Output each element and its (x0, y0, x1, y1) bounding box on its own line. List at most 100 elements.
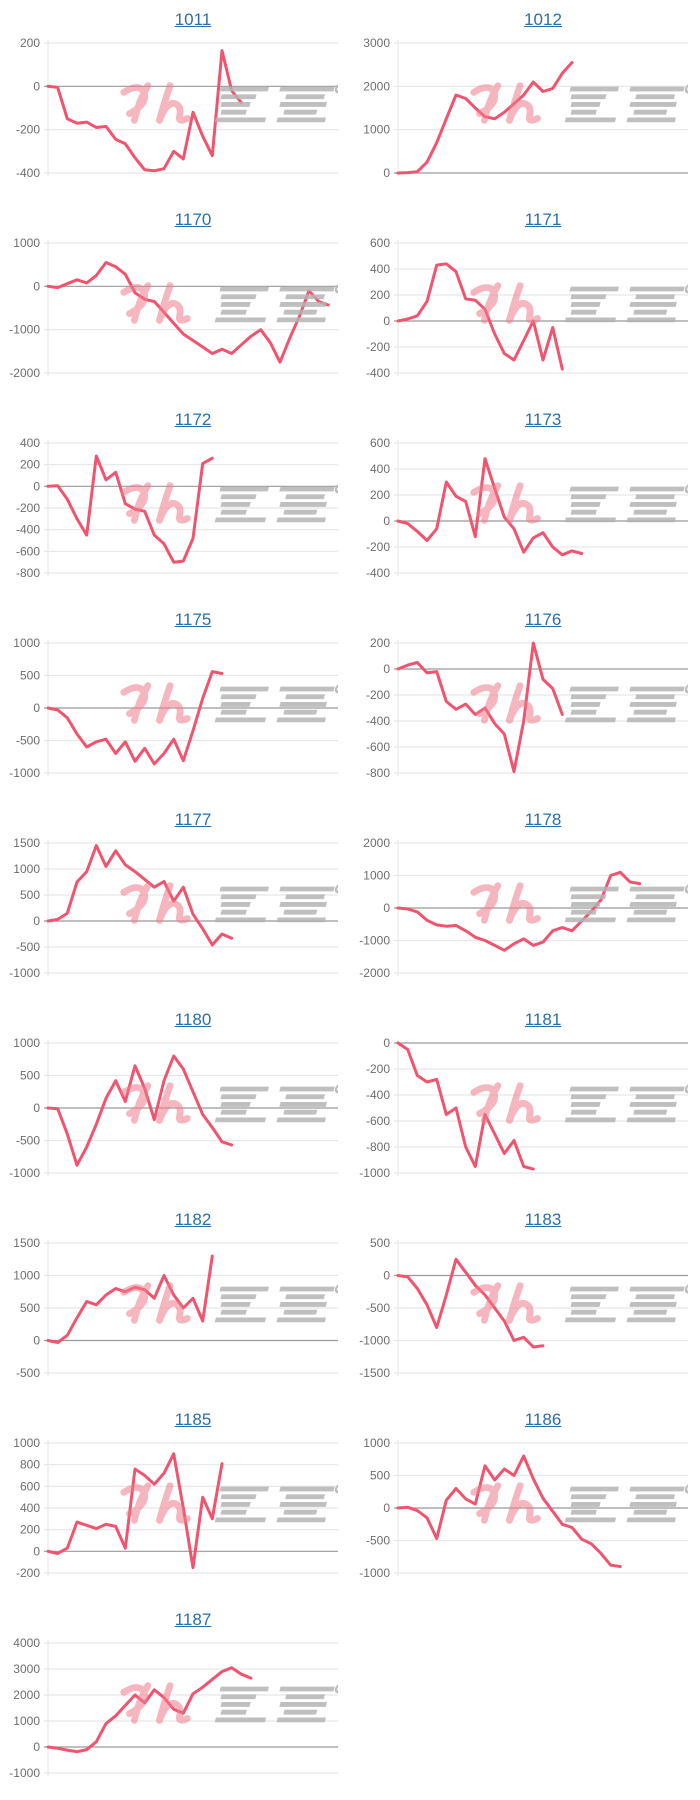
chart-cell: 1170 1000 0 -1000 -2000 (0, 200, 350, 400)
chart-title: 1183 (398, 1210, 688, 1234)
line-chart: 1000 800 600 400 200 0 -200 (13, 1436, 338, 1580)
line-chart-area: 2000 1000 0 -1000 -2000 (350, 834, 700, 990)
y-axis-label: -1000 (9, 323, 40, 337)
chart-title: 1177 (48, 810, 338, 834)
series-line (396, 457, 584, 557)
y-axis-label: -500 (16, 1366, 40, 1380)
line-chart-area: 0 -200 -400 -600 -800 -1000 (350, 1034, 700, 1190)
line-chart-area: 200 0 -200 -400 -600 -800 (350, 634, 700, 790)
y-axis-label: -200 (366, 1062, 390, 1076)
y-axis-label: 0 (33, 1334, 40, 1348)
y-axis-label: 400 (370, 462, 390, 476)
series-line (396, 1257, 545, 1349)
line-chart-area: 1000 500 0 -500 -1000 (0, 634, 350, 790)
line-chart: 200 0 -200 -400 (16, 36, 338, 180)
line-chart-area: 200 0 -200 -400 (0, 34, 350, 190)
line-chart-area: 1500 1000 500 0 -500 (0, 1234, 350, 1390)
y-axis-label: 0 (33, 79, 40, 93)
line-chart-area: 1500 1000 500 0 -500 -1000 (0, 834, 350, 990)
y-axis-label: -600 (16, 544, 40, 558)
y-axis-label: 0 (383, 662, 390, 676)
chart-title-link[interactable]: 1180 (174, 1010, 212, 1029)
chart-title-link[interactable]: 1173 (524, 410, 562, 429)
chart-title-link[interactable]: 1181 (524, 1010, 562, 1029)
y-axis-label: -1000 (9, 1766, 40, 1780)
line-chart: 600 400 200 0 -200 -400 (366, 436, 688, 580)
y-axis-label: 1000 (13, 1436, 40, 1450)
y-axis-label: 400 (20, 436, 40, 450)
chart-title: 1180 (48, 1010, 338, 1034)
chart-title-link[interactable]: 1011 (174, 10, 212, 29)
series-line (396, 1454, 622, 1568)
chart-title: 1187 (48, 1610, 338, 1634)
chart-title: 1171 (398, 210, 688, 234)
chart-title-link[interactable]: 1177 (174, 810, 212, 829)
line-chart: 600 400 200 0 -200 -400 (366, 236, 688, 380)
y-axis-label: 500 (20, 1069, 40, 1083)
y-axis-label: 0 (383, 1036, 390, 1050)
y-axis-label: 600 (370, 436, 390, 450)
y-axis-label: 500 (370, 1236, 390, 1250)
chart-title-link[interactable]: 1178 (524, 810, 562, 829)
y-axis-label: 200 (20, 1523, 40, 1537)
y-axis-label: -500 (16, 734, 40, 748)
chart-title-link[interactable]: 1185 (174, 1410, 212, 1429)
chart-cell: 1180 1000 500 0 -500 -1000 (0, 1000, 350, 1200)
y-axis-label: -400 (16, 166, 40, 180)
chart-title: 1185 (48, 1410, 338, 1434)
series-line (46, 1254, 214, 1344)
y-axis-label: 1000 (13, 1714, 40, 1728)
y-axis-label: -400 (16, 523, 40, 537)
chart-title-link[interactable]: 1183 (524, 1210, 562, 1229)
y-axis-label: 0 (33, 1101, 40, 1115)
chart-title: 1173 (398, 410, 688, 434)
series-line (46, 670, 224, 766)
line-chart: 500 0 -500 -1000 -1500 (359, 1236, 688, 1380)
chart-title-link[interactable]: 1172 (174, 410, 212, 429)
y-axis-label: -200 (16, 1566, 40, 1580)
line-chart: 1500 1000 500 0 -500 (13, 1236, 338, 1380)
y-axis-label: 600 (20, 1479, 40, 1493)
chart-title-link[interactable]: 1186 (524, 1410, 562, 1429)
chart-title-link[interactable]: 1182 (174, 1210, 212, 1229)
y-axis-label: 0 (33, 914, 40, 928)
y-axis-label: 0 (383, 314, 390, 328)
chart-title-link[interactable]: 1176 (524, 610, 562, 629)
y-axis-label: 200 (370, 488, 390, 502)
y-axis-label: 200 (370, 636, 390, 650)
line-chart-area: 1000 500 0 -500 -1000 (0, 1034, 350, 1190)
y-axis-label: -1500 (359, 1366, 390, 1380)
y-axis-label: 600 (370, 236, 390, 250)
chart-title-link[interactable]: 1012 (524, 10, 562, 29)
y-axis-label: 200 (20, 458, 40, 472)
series-line (396, 262, 564, 371)
line-chart: 400 200 0 -200 -400 -600 -800 (16, 436, 338, 580)
chart-title-link[interactable]: 1175 (174, 610, 212, 629)
y-axis-label: 0 (383, 1269, 390, 1283)
y-axis-label: 0 (383, 1501, 390, 1515)
y-axis-label: -500 (366, 1534, 390, 1548)
line-chart-area: 1000 800 600 400 200 0 -200 (0, 1434, 350, 1590)
line-chart: 200 0 -200 -400 -600 -800 (366, 636, 688, 780)
chart-title: 1170 (48, 210, 338, 234)
chart-title-link[interactable]: 1187 (174, 1610, 212, 1629)
y-axis-label: 3000 (363, 36, 390, 50)
chart-title: 1176 (398, 610, 688, 634)
y-axis-label: 1500 (13, 1236, 40, 1250)
y-axis-label: 200 (370, 288, 390, 302)
chart-cell: 1183 500 0 -500 -1000 -1500 (350, 1200, 700, 1400)
y-axis-label: 4000 (13, 1636, 40, 1650)
chart-title-link[interactable]: 1170 (174, 210, 212, 229)
y-axis-label: 1000 (13, 1269, 40, 1283)
y-axis-label: -500 (16, 940, 40, 954)
y-axis-label: 1500 (13, 836, 40, 850)
line-chart-area: 400 200 0 -200 -400 -600 -800 (0, 434, 350, 590)
y-axis-label: 1000 (363, 869, 390, 883)
chart-cell: 1181 0 -200 -400 -600 -800 -1000 (350, 1000, 700, 1200)
y-axis-label: 0 (383, 166, 390, 180)
y-axis-label: -800 (366, 766, 390, 780)
chart-title-link[interactable]: 1171 (524, 210, 562, 229)
y-axis-label: 0 (33, 279, 40, 293)
y-axis-label: -200 (366, 340, 390, 354)
series-line (46, 844, 234, 947)
